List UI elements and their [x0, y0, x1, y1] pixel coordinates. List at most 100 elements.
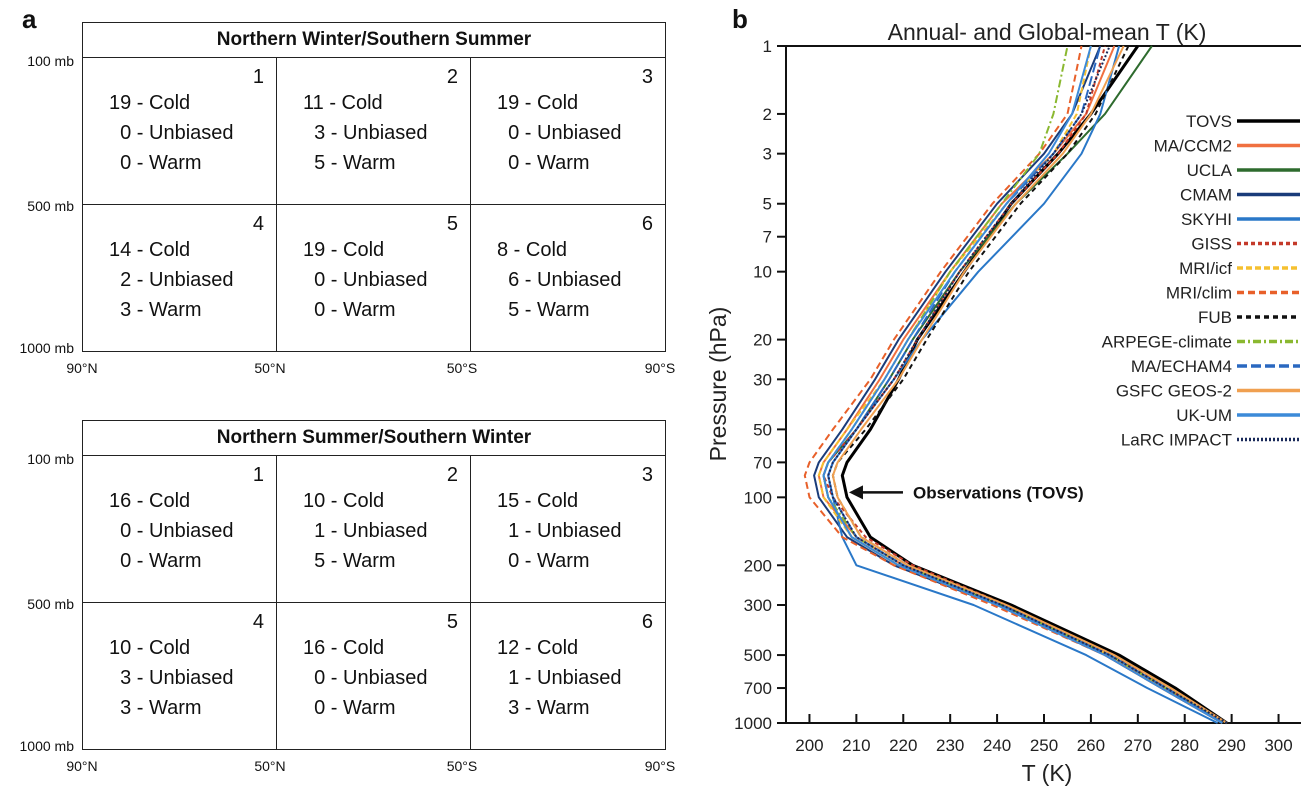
y-tick-label: 1000: [734, 714, 772, 733]
x-tick-label: 260: [1077, 736, 1105, 755]
y-tick-label: 200: [744, 556, 772, 575]
warm-count: 0 - Warm: [109, 152, 202, 174]
legend-entry-label: TOVS: [1186, 112, 1232, 131]
pressure-label-500: 500 mb: [27, 198, 74, 214]
cold-count: 12 - Cold: [497, 637, 579, 659]
legend-entry-label: UK-UM: [1176, 406, 1232, 425]
region-grid: 1 16 - Cold 0 - Unbiased 0 - Warm 2 10 -…: [83, 456, 665, 750]
y-tick-label: 100: [744, 488, 772, 507]
warm-count: 0 - Warm: [303, 697, 396, 719]
unbiased-count: 6 - Unbiased: [497, 269, 622, 291]
annotation-text: Observations (TOVS): [913, 483, 1084, 502]
warm-count: 0 - Warm: [109, 550, 202, 572]
legend-entry-label: GISS: [1191, 235, 1232, 254]
region-counts: 16 - Cold 0 - Unbiased 0 - Warm: [109, 486, 234, 576]
x-tick-label: 230: [936, 736, 964, 755]
latitude-label: 50°N: [254, 758, 286, 774]
annotation-arrowhead: [848, 485, 863, 500]
legend-entry-label: GSFC GEOS-2: [1116, 382, 1232, 401]
warm-count: 5 - Warm: [303, 152, 396, 174]
cold-count: 16 - Cold: [303, 637, 385, 659]
x-tick-label: 220: [889, 736, 917, 755]
unbiased-count: 0 - Unbiased: [497, 122, 622, 144]
region-number: 4: [252, 213, 264, 235]
region-counts: 8 - Cold 6 - Unbiased 5 - Warm: [497, 235, 622, 325]
warm-count: 0 - Warm: [303, 299, 396, 321]
unbiased-count: 0 - Unbiased: [109, 122, 234, 144]
series-line: [822, 45, 1223, 724]
y-tick-label: 20: [753, 331, 772, 350]
series-line: [803, 45, 1223, 724]
y-tick-label: 70: [753, 453, 772, 472]
season-table-summer: Northern Summer/Southern Winter 1 16 - C…: [82, 420, 666, 750]
region-cell: 3 15 - Cold 1 - Unbiased 0 - Warm: [471, 456, 665, 603]
legend-entry-label: FUB: [1198, 308, 1232, 327]
latitude-label: 90°S: [644, 360, 676, 376]
legend-entry-label: CMAM: [1180, 186, 1232, 205]
warm-count: 5 - Warm: [497, 299, 590, 321]
panel-b-label: b: [732, 4, 748, 34]
cold-count: 19 - Cold: [497, 92, 579, 114]
region-counts: 12 - Cold 1 - Unbiased 3 - Warm: [497, 633, 622, 723]
region-cell: 4 14 - Cold 2 - Unbiased 3 - Warm: [83, 205, 277, 352]
x-tick-label: 210: [842, 736, 870, 755]
y-axis-label: Pressure (hPa): [705, 307, 731, 462]
y-tick-label: 10: [753, 263, 772, 282]
legend-entry-label: MA/CCM2: [1154, 137, 1232, 156]
x-axis-label: T (K): [1022, 760, 1073, 786]
legend-entry-label: MRI/clim: [1166, 284, 1232, 303]
region-cell: 1 16 - Cold 0 - Unbiased 0 - Warm: [83, 456, 277, 603]
cold-count: 11 - Cold: [303, 92, 383, 114]
pressure-label-100: 100 mb: [27, 53, 74, 69]
region-number: 5: [446, 213, 458, 235]
region-cell: 1 19 - Cold 0 - Unbiased 0 - Warm: [83, 58, 277, 205]
warm-count: 0 - Warm: [497, 152, 590, 174]
season-table-title: Northern Winter/Southern Summer: [83, 23, 665, 58]
region-number: 2: [446, 464, 458, 486]
x-tick-label: 300: [1264, 736, 1292, 755]
unbiased-count: 0 - Unbiased: [109, 520, 234, 542]
series-line: [827, 45, 1228, 724]
cold-count: 15 - Cold: [497, 490, 579, 512]
region-counts: 16 - Cold 0 - Unbiased 0 - Warm: [303, 633, 428, 723]
cold-count: 10 - Cold: [303, 490, 385, 512]
y-tick-label: 5: [763, 195, 772, 214]
legend: TOVS MA/CCM2 UCLA CMAM SKYHI GISS MRI/icf MRI/c…: [1102, 112, 1300, 450]
unbiased-count: 2 - Unbiased: [109, 269, 234, 291]
region-cell: 4 10 - Cold 3 - Unbiased 3 - Warm: [83, 603, 277, 750]
region-counts: 19 - Cold 0 - Unbiased 0 - Warm: [109, 88, 234, 178]
unbiased-count: 3 - Unbiased: [109, 667, 234, 689]
latitude-label: 90°N: [66, 360, 98, 376]
region-number: 2: [446, 66, 458, 88]
y-tick-label: 1: [763, 37, 772, 56]
pressure-label-100: 100 mb: [27, 451, 74, 467]
cold-count: 14 - Cold: [109, 239, 191, 261]
latitude-label: 50°N: [254, 360, 286, 376]
temperature-profile-chart: Annual- and Global-mean T (K) 1000 700 500…: [705, 19, 1301, 786]
region-counts: 15 - Cold 1 - Unbiased 0 - Warm: [497, 486, 622, 576]
season-table-winter: Northern Winter/Southern Summer 1 19 - C…: [82, 22, 666, 352]
chart-title: Annual- and Global-mean T (K): [888, 19, 1207, 45]
region-cell: 5 16 - Cold 0 - Unbiased 0 - Warm: [277, 603, 471, 750]
warm-count: 3 - Warm: [109, 697, 202, 719]
unbiased-count: 0 - Unbiased: [303, 269, 428, 291]
cold-count: 8 - Cold: [497, 239, 568, 261]
x-axis: 200 210 220 230 240 250 260 270 280 290 300: [795, 714, 1293, 755]
y-axis: 1000 700 500 300 200 100 70 50 30 20 10 7 5 3 2 1: [734, 37, 786, 733]
x-tick-label: 280: [1171, 736, 1199, 755]
legend-entry-label: MA/ECHAM4: [1131, 357, 1232, 376]
legend-entry-label: UCLA: [1187, 161, 1233, 180]
unbiased-count: 3 - Unbiased: [303, 122, 428, 144]
y-tick-label: 700: [744, 679, 772, 698]
observations-annotation: Observations (TOVS): [848, 483, 1084, 502]
pressure-label-500: 500 mb: [27, 596, 74, 612]
region-number: 5: [446, 611, 458, 633]
warm-count: 3 - Warm: [497, 697, 590, 719]
cold-count: 10 - Cold: [109, 637, 191, 659]
region-cell: 3 19 - Cold 0 - Unbiased 0 - Warm: [471, 58, 665, 205]
y-tick-label: 500: [744, 646, 772, 665]
region-counts: 10 - Cold 1 - Unbiased 5 - Warm: [303, 486, 428, 576]
legend-entry-label: SKYHI: [1181, 210, 1232, 229]
region-cell: 2 10 - Cold 1 - Unbiased 5 - Warm: [277, 456, 471, 603]
pressure-label-1000: 1000 mb: [19, 340, 74, 356]
